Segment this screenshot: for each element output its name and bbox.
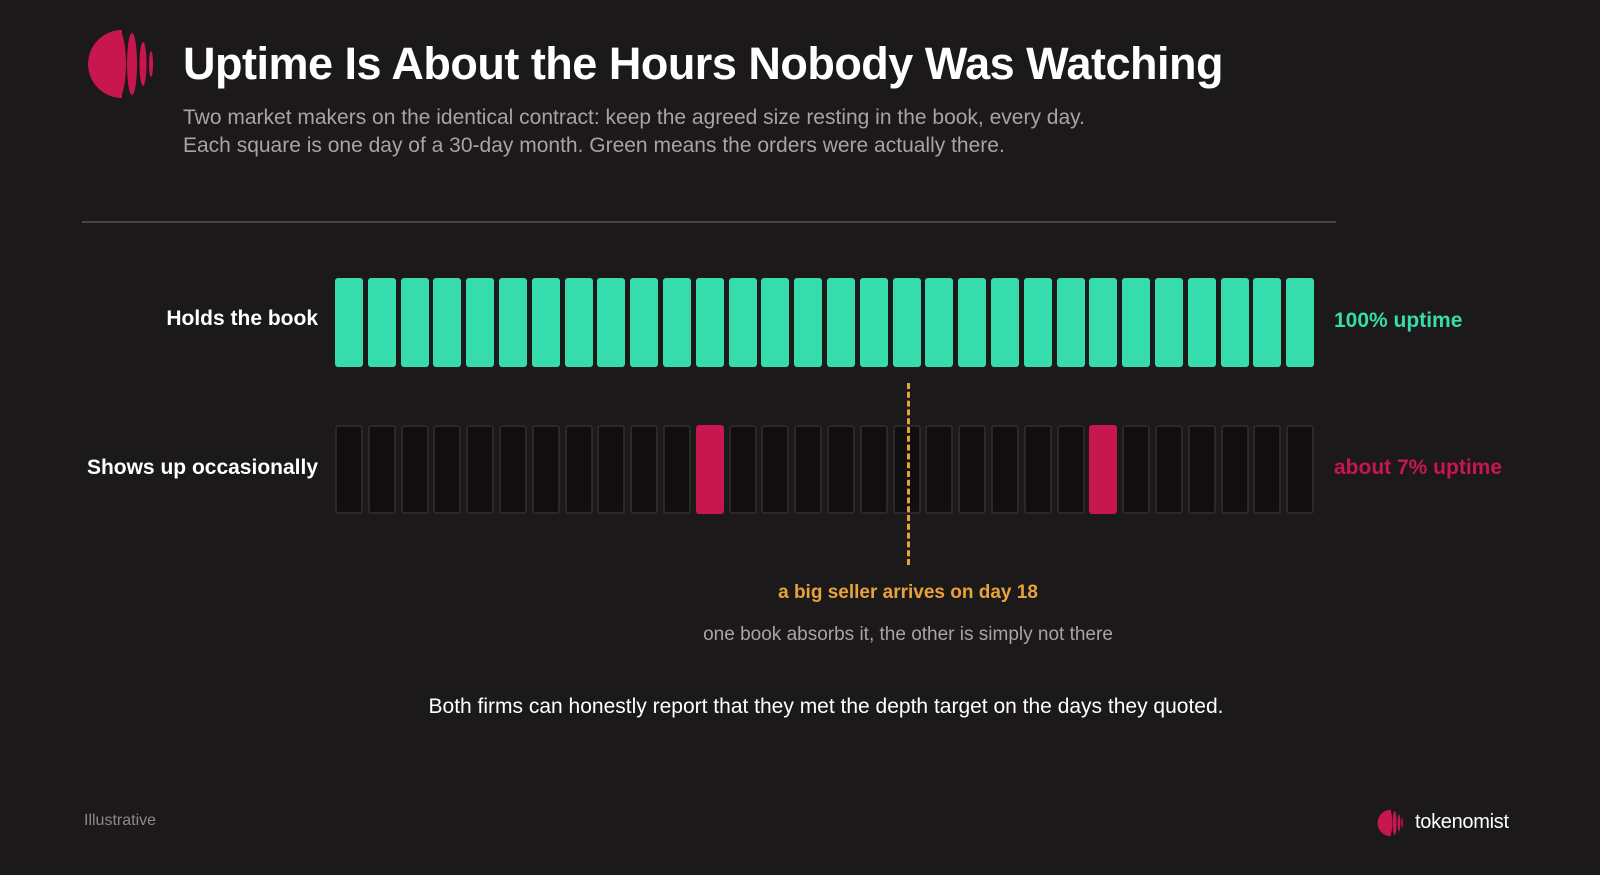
day-square-6 (499, 278, 527, 367)
day-track-occasional (335, 425, 1318, 514)
day-track-holds-book (335, 278, 1318, 367)
day-square-11 (663, 278, 691, 367)
day-square-10 (630, 425, 659, 514)
day-square-17 (859, 425, 888, 514)
day-square-2 (367, 278, 396, 367)
day-square-26 (1155, 278, 1183, 367)
day-square-30 (1286, 278, 1315, 367)
day-square-15 (794, 278, 823, 367)
day-square-13 (728, 278, 757, 367)
day-square-8 (564, 425, 593, 514)
day-square-22 (1023, 425, 1052, 514)
day-square-12 (695, 278, 724, 367)
day-square-29 (1253, 425, 1282, 514)
brand-name: tokenomist (1415, 811, 1509, 833)
day-square-5 (466, 425, 495, 514)
day-square-6 (499, 425, 527, 514)
day-square-8 (564, 278, 593, 367)
day-square-12 (695, 425, 724, 514)
footer-note: Illustrative (84, 812, 157, 829)
annotation-subtitle: one book absorbs it, the other is simply… (703, 624, 1113, 645)
subtitle-line-2: Each square is one day of a 30-day month… (183, 134, 1005, 157)
day-square-9 (597, 278, 626, 367)
day-square-9 (597, 425, 626, 514)
day-square-25 (1122, 278, 1151, 367)
day-square-24 (1089, 278, 1118, 367)
day-square-4 (433, 278, 462, 367)
day-square-25 (1122, 425, 1151, 514)
brand-logo-icon (1377, 809, 1403, 837)
day-square-2 (367, 425, 396, 514)
day-square-18 (892, 425, 921, 514)
day-square-3 (400, 425, 429, 514)
header-divider (82, 221, 1336, 223)
day-square-16 (827, 278, 855, 367)
day-square-20 (958, 425, 987, 514)
annotation-title: a big seller arrives on day 18 (778, 582, 1038, 603)
day-square-5 (466, 278, 495, 367)
day-square-26 (1155, 425, 1183, 514)
page-title: Uptime Is About the Hours Nobody Was Wat… (183, 38, 1224, 89)
day-square-21 (991, 425, 1019, 514)
day-square-15 (794, 425, 823, 514)
uptime-stat-holds-book: 100% uptime (1334, 309, 1463, 332)
day-square-23 (1056, 425, 1085, 514)
day-square-29 (1253, 278, 1282, 367)
row-label-holds-book: Holds the book (166, 307, 318, 330)
day-square-10 (630, 278, 659, 367)
day-square-22 (1023, 278, 1052, 367)
day-square-1 (335, 278, 363, 367)
day-square-18 (892, 278, 921, 367)
day-square-24 (1089, 425, 1118, 514)
day-18-marker-line (907, 383, 910, 565)
day-square-27 (1187, 425, 1216, 514)
day-square-4 (433, 425, 462, 514)
subtitle-line-1: Two market makers on the identical contr… (183, 106, 1085, 129)
day-square-3 (400, 278, 429, 367)
logo-icon (88, 30, 153, 98)
day-square-14 (761, 278, 790, 367)
row-label-occasional: Shows up occasionally (86, 456, 318, 479)
day-square-23 (1056, 278, 1085, 367)
day-square-7 (531, 425, 560, 514)
takeaway-text: Both firms can honestly report that they… (428, 695, 1224, 718)
day-square-19 (925, 425, 954, 514)
day-square-21 (991, 278, 1019, 367)
day-square-28 (1220, 425, 1249, 514)
day-square-1 (335, 425, 363, 514)
day-square-11 (663, 425, 691, 514)
uptime-stat-occasional: about 7% uptime (1334, 456, 1503, 479)
day-square-14 (761, 425, 790, 514)
day-square-13 (728, 425, 757, 514)
day-square-20 (958, 278, 987, 367)
day-square-16 (827, 425, 855, 514)
day-square-7 (531, 278, 560, 367)
day-square-27 (1187, 278, 1216, 367)
day-square-30 (1286, 425, 1315, 514)
day-square-19 (925, 278, 954, 367)
day-square-28 (1220, 278, 1249, 367)
day-square-17 (859, 278, 888, 367)
